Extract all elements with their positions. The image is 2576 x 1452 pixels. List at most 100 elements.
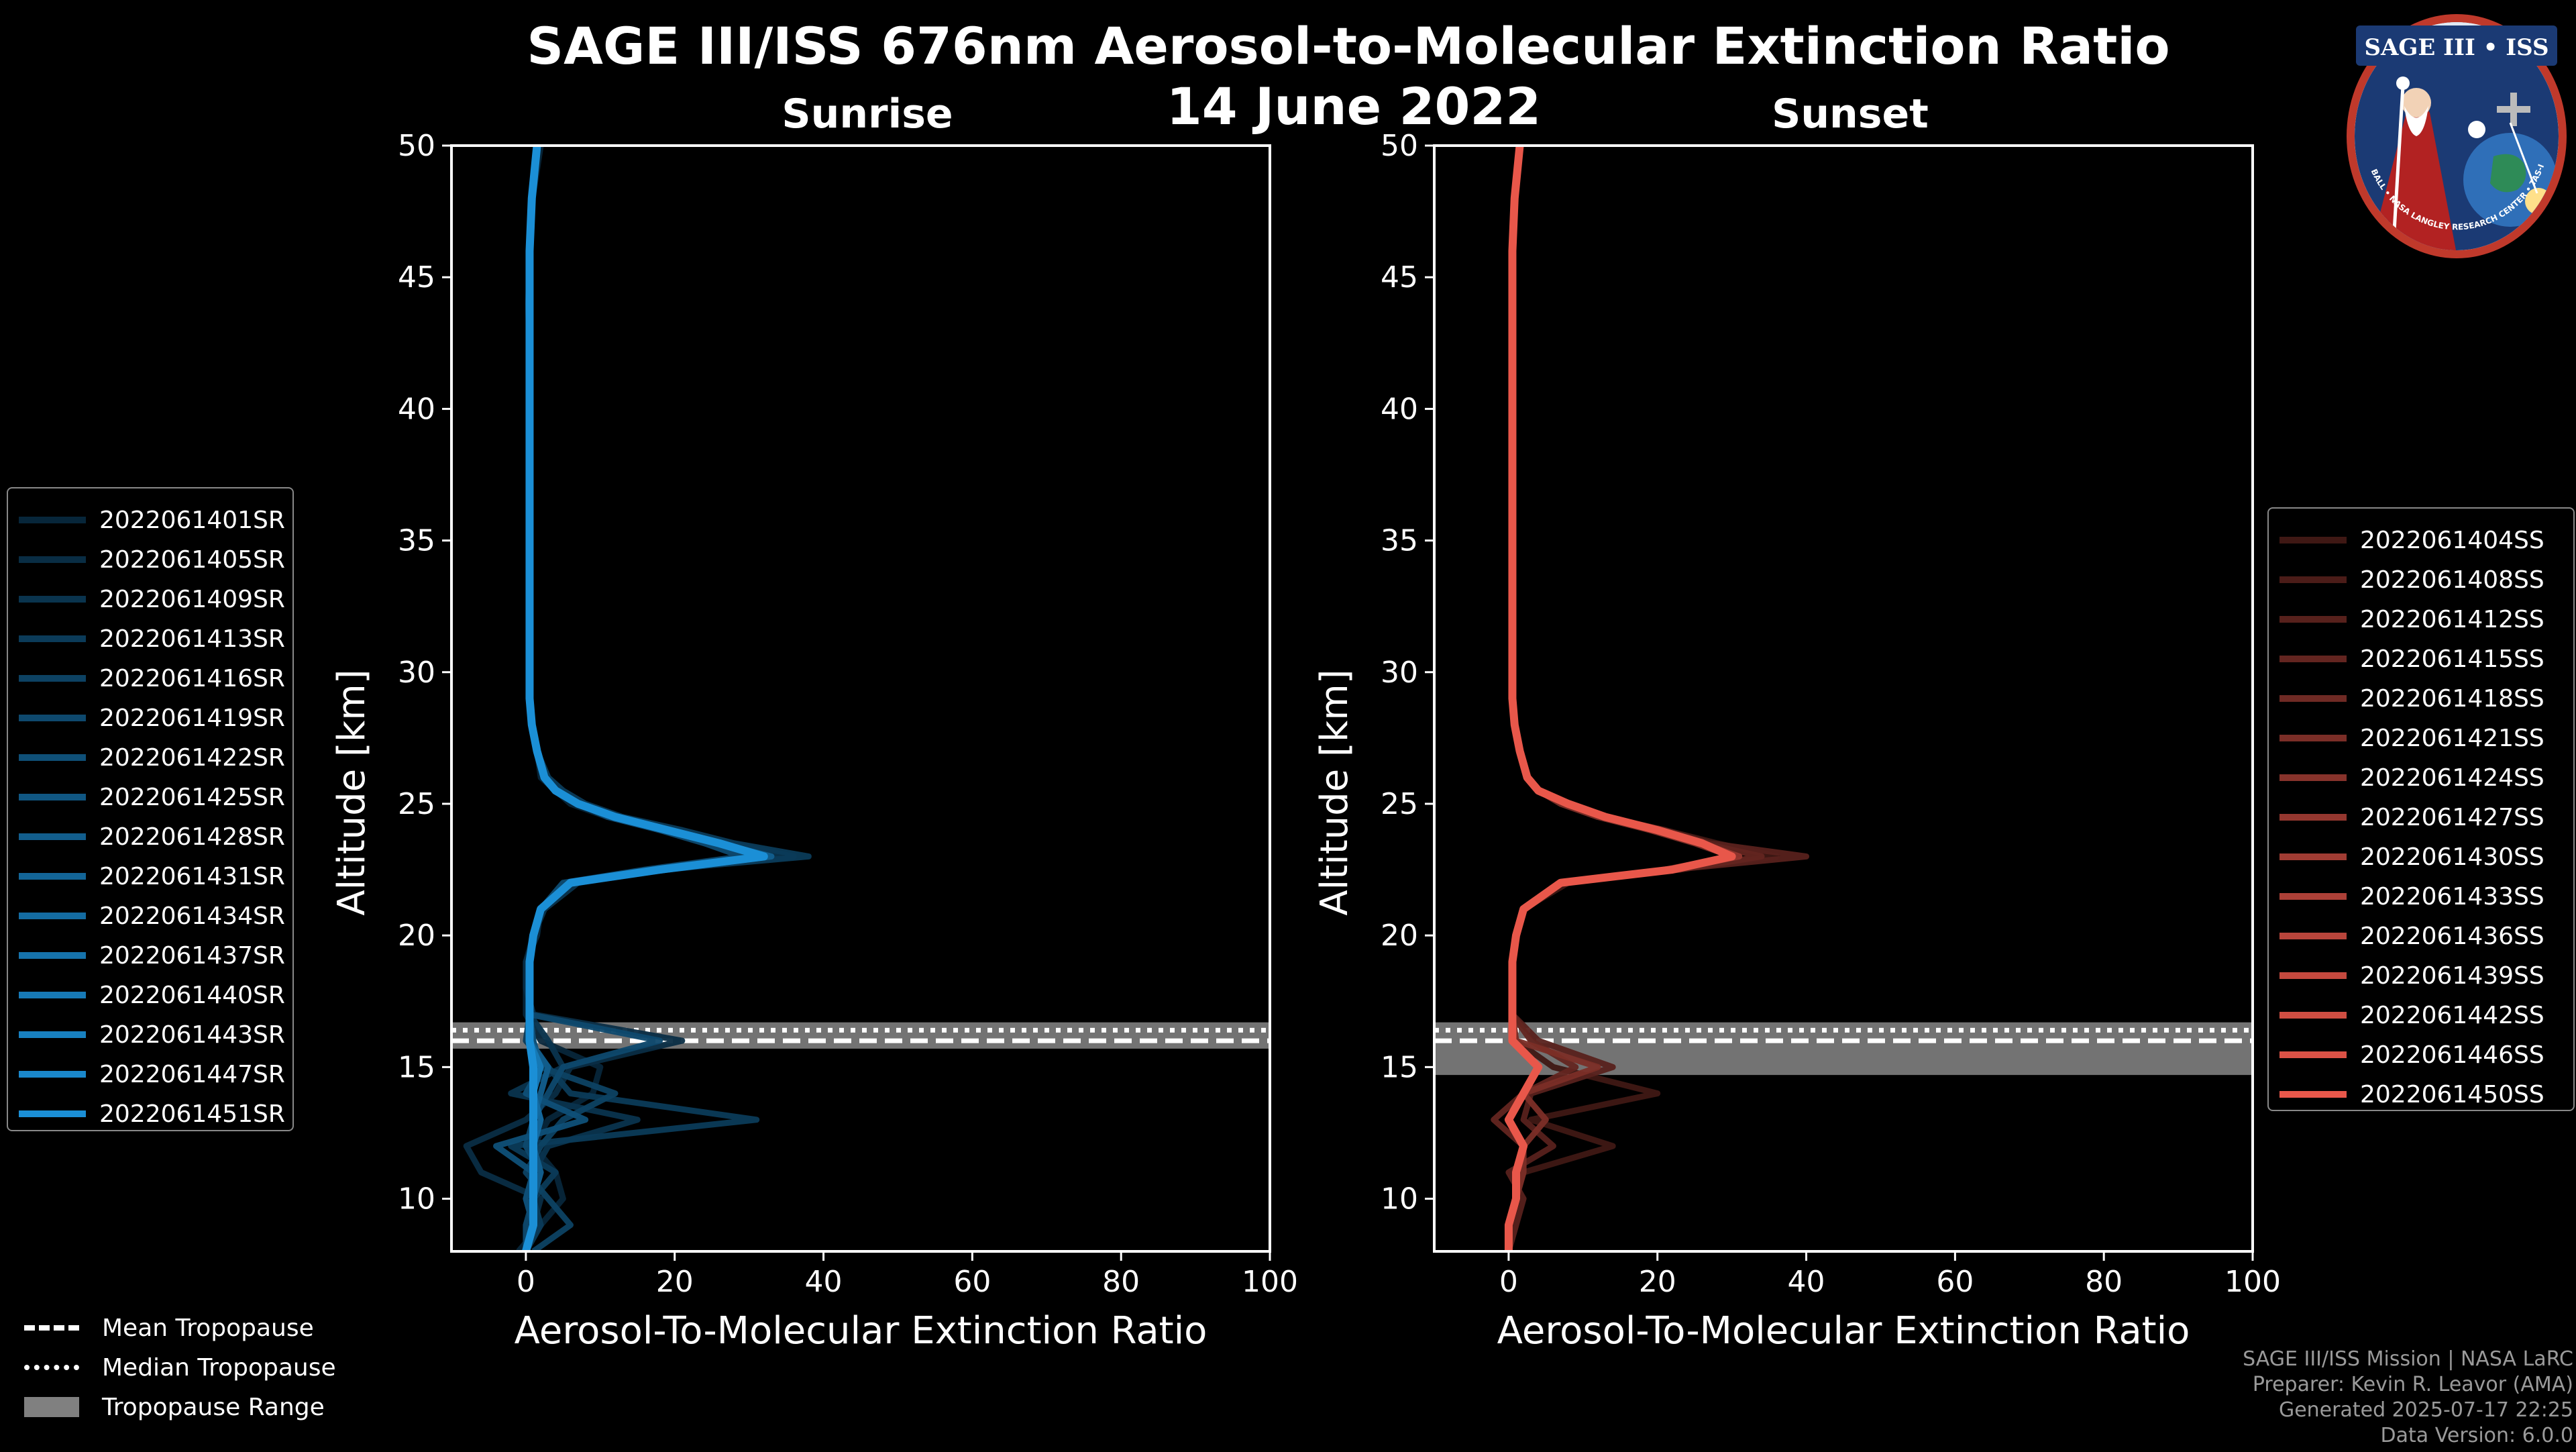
- sunset-series-group: [1491, 146, 1810, 1251]
- legend-item: 2022061412SS: [2269, 600, 2544, 639]
- y-tick-label: 10: [398, 1182, 435, 1216]
- legend-swatch: [19, 952, 86, 959]
- legend-swatch: [19, 517, 86, 523]
- legend-label: 2022061415SS: [2360, 645, 2544, 673]
- legend-label: 2022061409SR: [99, 585, 285, 613]
- credit-line: Data Version: 6.0.0: [2380, 1424, 2573, 1447]
- legend-swatch: [2279, 853, 2347, 860]
- legend-label: 2022061424SS: [2360, 764, 2544, 792]
- legend-label: 2022061450SS: [2360, 1080, 2544, 1108]
- legend-swatch: [2279, 735, 2347, 741]
- legend-swatch: [2279, 1091, 2347, 1098]
- credit-line: Generated 2025-07-17 22:25: [2278, 1398, 2573, 1422]
- legend-item: 2022061428SR: [8, 817, 285, 856]
- legend-item: 2022061450SS: [2269, 1075, 2544, 1114]
- y-tick-label: 35: [1381, 524, 1418, 558]
- sunrise-panel: 0 20 40 60 80 100 10 15 20 25 30 35 40 45 50 Sunrise Aer…: [330, 91, 1298, 1353]
- legend-label: 2022061418SS: [2360, 684, 2544, 713]
- legend-label: 2022061431SR: [99, 862, 285, 890]
- legend-swatch: [2279, 1012, 2347, 1019]
- legend-item: 2022061436SS: [2269, 917, 2544, 955]
- sunset-axes-frame: [1433, 144, 2254, 1253]
- x-tick-label: 80: [2085, 1265, 2123, 1299]
- y-tick-label: 45: [398, 260, 435, 295]
- legend-item: 2022061451SR: [8, 1094, 285, 1133]
- x-tick-label: 100: [1242, 1265, 1298, 1299]
- legend-swatch: [19, 596, 86, 603]
- legend-swatch: [19, 1071, 86, 1078]
- x-tick-label: 0: [517, 1265, 535, 1299]
- series-line-2022061401SR: [516, 146, 775, 1251]
- y-tick-label: 15: [1381, 1050, 1418, 1084]
- sunset-panel-title: Sunset: [1772, 91, 1929, 138]
- legend-swatch: [2279, 1051, 2347, 1058]
- legend-swatch: [2279, 774, 2347, 781]
- tropopause-legend-swatch: [24, 1325, 79, 1331]
- legend-item: 2022061409SR: [8, 580, 285, 619]
- legend-label: 2022061401SR: [99, 506, 285, 534]
- figure-title: SAGE III/ISS 676nm Aerosol-to-Molecular …: [527, 16, 2169, 76]
- legend-swatch: [19, 873, 86, 880]
- legend-label: 2022061422SR: [99, 743, 285, 772]
- tropopause-legend-item: Mean Tropopause: [24, 1308, 314, 1347]
- legend-label: 2022061436SS: [2360, 922, 2544, 950]
- y-tick-label: 15: [398, 1050, 435, 1084]
- legend-label: 2022061412SS: [2360, 605, 2544, 633]
- tropopause-legend-label: Tropopause Range: [102, 1393, 325, 1421]
- legend-swatch: [2279, 695, 2347, 702]
- legend-label: 2022061416SR: [99, 664, 285, 692]
- legend-item: 2022061437SR: [8, 936, 285, 975]
- legend-label: 2022061451SR: [99, 1100, 285, 1128]
- tropopause-legend-swatch: [24, 1397, 79, 1417]
- sunrise-y-axis-label: Altitude [km]: [330, 669, 374, 915]
- sunrise-x-axis-label: Aerosol-To-Molecular Extinction Ratio: [515, 1309, 1208, 1353]
- legend-swatch: [19, 1031, 86, 1038]
- legend-item: 2022061442SS: [2269, 996, 2544, 1035]
- legend-label: 2022061440SR: [99, 981, 285, 1009]
- legend-swatch: [19, 556, 86, 563]
- legend-item: 2022061430SS: [2269, 837, 2544, 876]
- legend-item: 2022061439SS: [2269, 956, 2544, 995]
- legend-label: 2022061443SR: [99, 1021, 285, 1049]
- legend-swatch: [19, 754, 86, 761]
- legend-label: 2022061434SR: [99, 902, 285, 930]
- y-tick-label: 20: [1381, 919, 1418, 953]
- legend-item: 2022061424SS: [2269, 758, 2544, 797]
- legend-swatch: [2279, 933, 2347, 939]
- y-tick-label: 25: [398, 787, 435, 821]
- legend-item: 2022061446SS: [2269, 1035, 2544, 1074]
- y-tick-label: 25: [1381, 787, 1418, 821]
- legend-item: 2022061440SR: [8, 976, 285, 1015]
- legend-label: 2022061428SR: [99, 823, 285, 851]
- y-tick-label: 45: [1381, 260, 1418, 295]
- sunrise-median-profile: [522, 146, 768, 1251]
- sage-iii-iss-logo: SAGE III • ISS BALL • NASA LANGLEY RESEA…: [2343, 12, 2567, 258]
- legend-item: 2022061443SR: [8, 1015, 285, 1054]
- legend-swatch: [19, 715, 86, 721]
- legend-item: 2022061419SR: [8, 698, 285, 737]
- legend-item: 2022061433SS: [2269, 877, 2544, 916]
- legend-label: 2022061437SR: [99, 941, 285, 970]
- x-tick-label: 0: [1499, 1265, 1518, 1299]
- legend-label: 2022061404SS: [2360, 526, 2544, 554]
- logo-title: SAGE III • ISS: [2364, 34, 2548, 61]
- tropopause-legend-swatch: [24, 1365, 79, 1370]
- legend-item: 2022061421SS: [2269, 719, 2544, 758]
- tropopause-legend-item: Median Tropopause: [24, 1348, 336, 1387]
- x-tick-label: 60: [953, 1265, 991, 1299]
- legend-item: 2022061431SR: [8, 857, 285, 896]
- x-tick-label: 20: [656, 1265, 694, 1299]
- legend-label: 2022061408SS: [2360, 566, 2544, 594]
- sunrise-legend: 2022061401SR 2022061405SR 2022061409SR 2022…: [7, 487, 294, 1131]
- sunset-panel: 0 20 40 60 80 100 10 15 20 25 30 35 40 45 50 Sunset Aero…: [1313, 91, 2281, 1353]
- legend-label: 2022061413SR: [99, 625, 285, 653]
- legend-label: 2022061442SS: [2360, 1001, 2544, 1029]
- y-tick-label: 35: [398, 524, 435, 558]
- x-tick-label: 60: [1936, 1265, 1974, 1299]
- legend-swatch: [2279, 972, 2347, 979]
- x-tick-label: 40: [1788, 1265, 1825, 1299]
- legend-swatch: [19, 794, 86, 800]
- legend-swatch: [19, 1110, 86, 1117]
- legend-swatch: [19, 675, 86, 682]
- legend-swatch: [2279, 893, 2347, 900]
